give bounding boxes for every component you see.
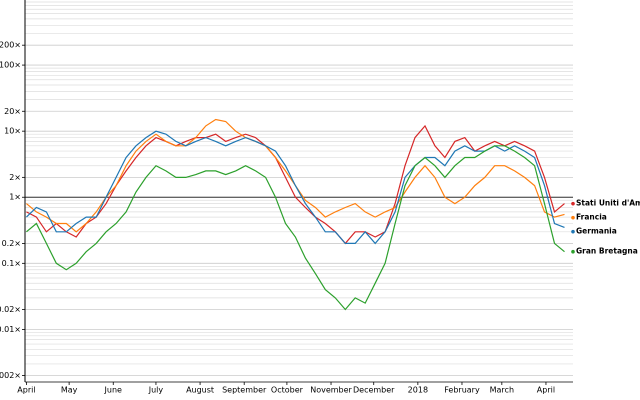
legend-marker <box>571 215 575 220</box>
legend-label: Stati Uniti d'Ame <box>576 199 640 208</box>
y-tick-label: 0.02× <box>0 305 21 314</box>
y-tick-label: 100× <box>0 61 21 70</box>
x-tick-label: October <box>271 386 304 395</box>
y-tick-label: 0.01× <box>0 325 21 334</box>
legend-marker <box>571 201 575 206</box>
y-tick-label: 20× <box>4 107 21 116</box>
x-tick-label: June <box>104 386 123 395</box>
x-tick-label: December <box>353 386 395 395</box>
y-tick-label: 0.002× <box>0 371 21 380</box>
series-line <box>26 145 565 311</box>
y-tick-label: 200× <box>0 41 21 50</box>
y-tick-label: 0.2× <box>2 239 21 248</box>
legend-marker <box>571 229 575 234</box>
legend-label: Gran Bretagna <box>576 247 638 256</box>
x-tick-label: May <box>61 386 78 395</box>
x-tick-label: April <box>17 386 35 395</box>
legend-label: Germania <box>576 227 617 236</box>
legend-label: Francia <box>576 213 607 222</box>
y-tick-label: 10× <box>4 127 21 136</box>
x-tick-label: July <box>148 386 164 395</box>
x-tick-label: February <box>444 386 480 395</box>
series-line <box>26 118 565 233</box>
y-tick-label: 0.1× <box>2 259 21 268</box>
y-tick-label: 2× <box>9 173 21 182</box>
series-line <box>25 130 565 245</box>
x-tick-label: September <box>222 386 267 395</box>
x-tick-label: August <box>186 386 214 395</box>
x-tick-label: April <box>537 386 555 395</box>
x-tick-label: November <box>310 386 352 395</box>
x-tick-label: March <box>490 386 514 395</box>
x-tick-label: 2018 <box>408 386 428 395</box>
y-tick-label: 1× <box>9 193 21 202</box>
legend-marker <box>571 249 575 254</box>
